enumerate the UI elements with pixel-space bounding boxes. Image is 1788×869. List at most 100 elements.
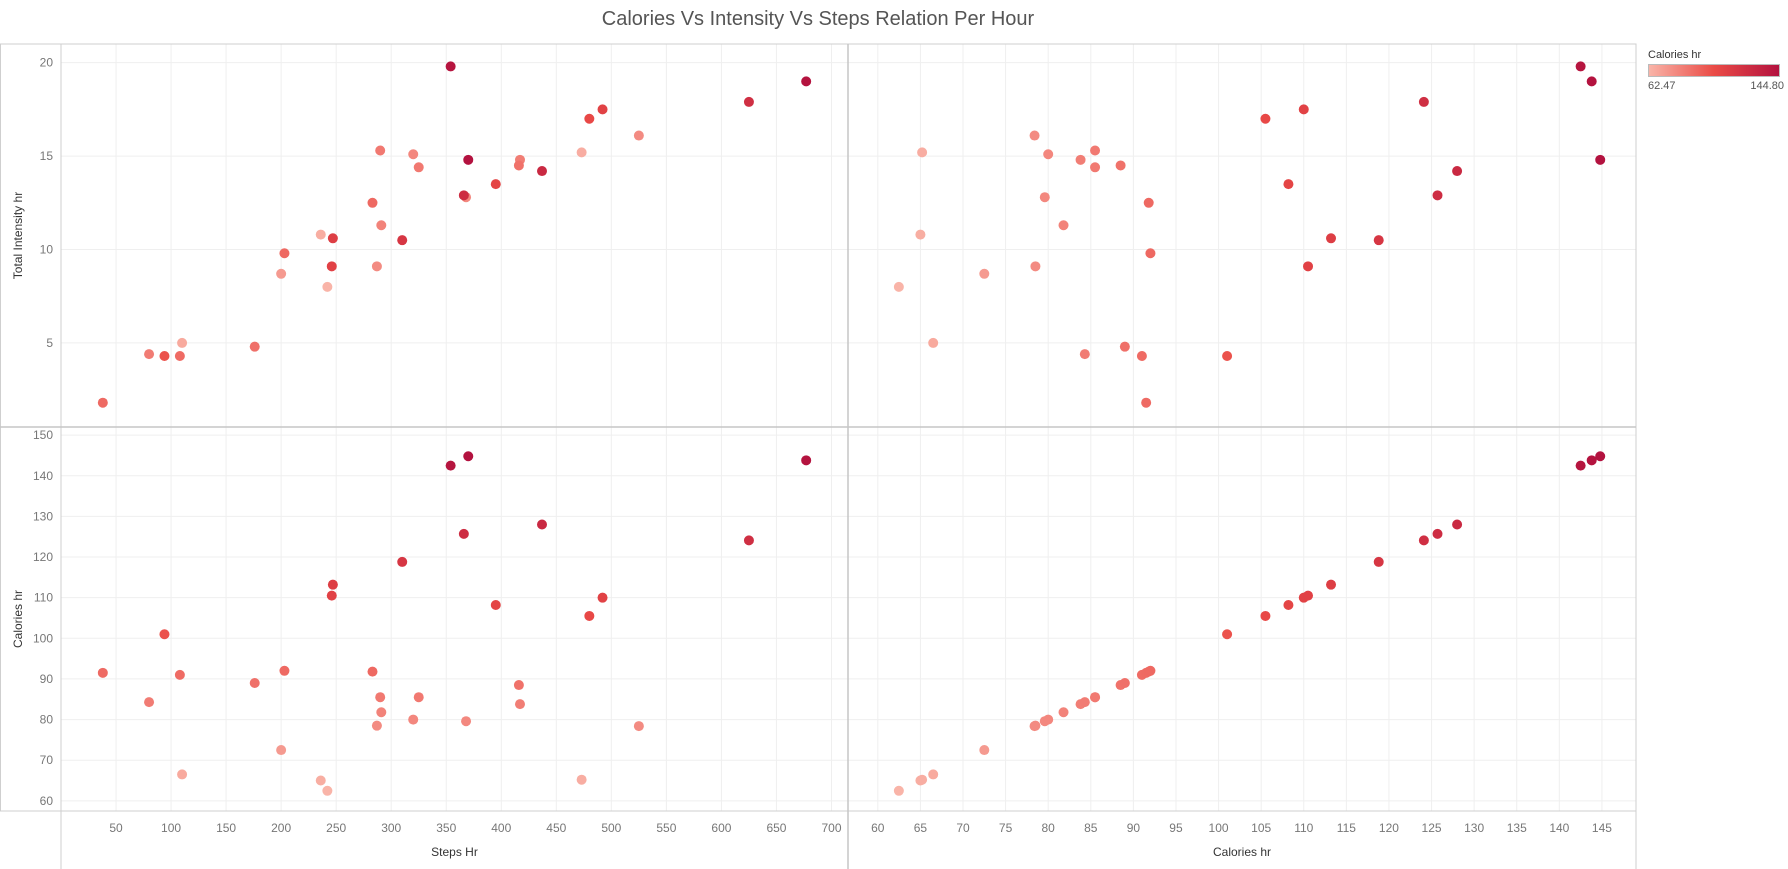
point-calories-vs-intensity[interactable] (1373, 235, 1384, 246)
point-steps-vs-intensity[interactable] (458, 190, 469, 201)
point-steps-vs-intensity[interactable] (174, 351, 185, 362)
point-steps-vs-intensity[interactable] (97, 397, 108, 408)
point-calories-vs-intensity[interactable] (893, 281, 904, 292)
point-steps-vs-intensity[interactable] (177, 337, 188, 348)
point-steps-vs-intensity[interactable] (463, 154, 474, 165)
point-calories-vs-intensity[interactable] (979, 268, 990, 279)
point-calories-vs-calories[interactable] (928, 769, 939, 780)
point-calories-vs-calories[interactable] (1595, 451, 1606, 462)
point-calories-vs-calories[interactable] (1452, 519, 1463, 530)
point-calories-vs-calories[interactable] (1586, 455, 1597, 466)
point-steps-vs-calories[interactable] (408, 714, 419, 725)
point-calories-vs-calories[interactable] (979, 745, 990, 756)
point-steps-vs-calories[interactable] (367, 666, 378, 677)
point-steps-vs-calories[interactable] (327, 579, 338, 590)
point-steps-vs-calories[interactable] (326, 590, 337, 601)
point-calories-vs-intensity[interactable] (1058, 220, 1069, 231)
point-calories-vs-intensity[interactable] (1418, 96, 1429, 107)
point-steps-vs-calories[interactable] (413, 692, 424, 703)
point-calories-vs-calories[interactable] (1575, 460, 1586, 471)
point-calories-vs-calories[interactable] (1058, 707, 1069, 718)
point-calories-vs-calories[interactable] (1145, 665, 1156, 676)
point-steps-vs-calories[interactable] (371, 720, 382, 731)
point-calories-vs-intensity[interactable] (1039, 192, 1050, 203)
point-steps-vs-intensity[interactable] (537, 166, 548, 177)
point-calories-vs-calories[interactable] (1303, 590, 1314, 601)
point-steps-vs-calories[interactable] (376, 707, 387, 718)
point-calories-vs-calories[interactable] (1043, 714, 1054, 725)
point-calories-vs-calories[interactable] (1283, 599, 1294, 610)
point-steps-vs-calories[interactable] (597, 592, 608, 603)
point-calories-vs-calories[interactable] (893, 785, 904, 796)
point-steps-vs-intensity[interactable] (322, 281, 333, 292)
point-steps-vs-calories[interactable] (576, 774, 587, 785)
point-calories-vs-intensity[interactable] (1029, 130, 1040, 141)
point-steps-vs-intensity[interactable] (279, 248, 290, 259)
point-steps-vs-intensity[interactable] (159, 351, 170, 362)
point-steps-vs-calories[interactable] (279, 665, 290, 676)
point-calories-vs-intensity[interactable] (1043, 149, 1054, 160)
point-steps-vs-intensity[interactable] (315, 229, 326, 240)
point-steps-vs-intensity[interactable] (408, 149, 419, 160)
point-calories-vs-intensity[interactable] (1030, 261, 1041, 272)
point-calories-vs-intensity[interactable] (1283, 179, 1294, 190)
point-calories-vs-intensity[interactable] (1303, 261, 1314, 272)
point-steps-vs-calories[interactable] (461, 716, 472, 727)
point-steps-vs-intensity[interactable] (576, 147, 587, 158)
point-steps-vs-calories[interactable] (458, 528, 469, 539)
point-calories-vs-intensity[interactable] (1595, 154, 1606, 165)
point-calories-vs-intensity[interactable] (1575, 61, 1586, 72)
point-calories-vs-intensity[interactable] (1090, 145, 1101, 156)
point-steps-vs-calories[interactable] (315, 775, 326, 786)
point-steps-vs-calories[interactable] (174, 669, 185, 680)
point-steps-vs-intensity[interactable] (801, 76, 812, 87)
point-steps-vs-intensity[interactable] (584, 113, 595, 124)
point-steps-vs-calories[interactable] (249, 678, 260, 688)
point-steps-vs-calories[interactable] (97, 667, 108, 678)
point-calories-vs-intensity[interactable] (1143, 197, 1154, 208)
point-steps-vs-intensity[interactable] (367, 197, 378, 208)
point-steps-vs-calories[interactable] (513, 680, 524, 691)
point-calories-vs-intensity[interactable] (1136, 351, 1147, 362)
point-steps-vs-intensity[interactable] (371, 261, 382, 272)
point-calories-vs-intensity[interactable] (1145, 248, 1156, 259)
point-calories-vs-calories[interactable] (1222, 629, 1233, 640)
point-calories-vs-intensity[interactable] (1075, 154, 1086, 165)
point-calories-vs-intensity[interactable] (1119, 341, 1130, 352)
point-calories-vs-calories[interactable] (1030, 720, 1041, 731)
point-calories-vs-intensity[interactable] (1141, 397, 1152, 408)
point-calories-vs-intensity[interactable] (1079, 349, 1090, 360)
point-calories-vs-calories[interactable] (1326, 579, 1337, 590)
point-steps-vs-calories[interactable] (490, 599, 501, 610)
point-steps-vs-calories[interactable] (743, 535, 754, 546)
point-steps-vs-calories[interactable] (633, 721, 644, 732)
point-steps-vs-intensity[interactable] (490, 179, 501, 190)
point-steps-vs-calories[interactable] (397, 556, 408, 567)
point-steps-vs-calories[interactable] (801, 455, 812, 466)
point-calories-vs-intensity[interactable] (915, 229, 926, 240)
point-steps-vs-calories[interactable] (445, 460, 456, 471)
point-steps-vs-intensity[interactable] (276, 268, 287, 279)
point-steps-vs-calories[interactable] (159, 629, 170, 640)
point-calories-vs-calories[interactable] (1418, 535, 1429, 546)
point-steps-vs-intensity[interactable] (445, 61, 456, 72)
point-steps-vs-calories[interactable] (322, 785, 333, 796)
point-steps-vs-intensity[interactable] (633, 130, 644, 141)
point-calories-vs-intensity[interactable] (1260, 113, 1271, 124)
point-steps-vs-intensity[interactable] (376, 220, 387, 231)
point-steps-vs-intensity[interactable] (375, 145, 386, 156)
point-calories-vs-calories[interactable] (1373, 556, 1384, 567)
point-calories-vs-intensity[interactable] (1298, 104, 1309, 115)
point-calories-vs-intensity[interactable] (1452, 166, 1463, 177)
point-steps-vs-calories[interactable] (514, 699, 525, 710)
point-steps-vs-intensity[interactable] (144, 349, 155, 360)
point-calories-vs-intensity[interactable] (1326, 233, 1337, 244)
point-steps-vs-intensity[interactable] (397, 235, 408, 246)
point-steps-vs-calories[interactable] (463, 451, 474, 462)
point-calories-vs-intensity[interactable] (917, 147, 928, 158)
point-steps-vs-calories[interactable] (375, 692, 386, 703)
point-calories-vs-intensity[interactable] (1222, 351, 1233, 362)
point-calories-vs-calories[interactable] (1090, 692, 1101, 703)
point-calories-vs-calories[interactable] (1079, 697, 1090, 708)
point-steps-vs-intensity[interactable] (327, 233, 338, 244)
